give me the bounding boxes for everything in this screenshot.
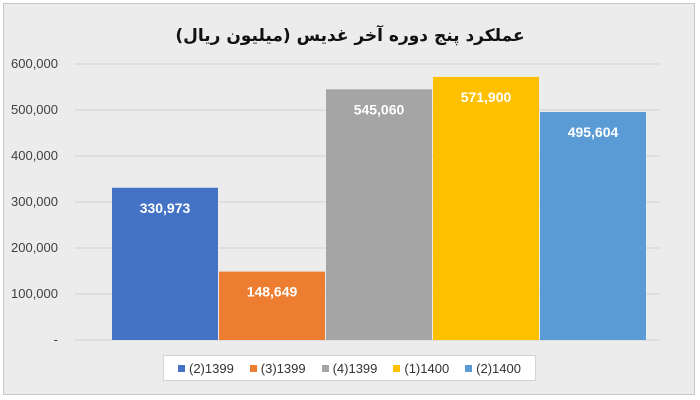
bar-data-label: 571,900 [461,89,512,105]
legend-label: (3)1399 [260,360,306,376]
bar-data-label: 545,060 [354,101,405,117]
legend-label: (1)1400 [404,360,450,376]
legend-swatch [393,364,401,372]
y-tick-label: 300,000 [11,194,58,209]
legend: (2)1399 (3)1399 (4)1399 (1)1400 (2)1400 [163,355,536,381]
legend-item: (2)1400 [465,361,521,376]
y-tick-label: 200,000 [11,240,58,255]
bar-(4)1399 [326,89,432,340]
legend-label: (2)1400 [476,360,521,376]
legend-label: (2)1399 [188,360,234,376]
bar-(2)1400 [540,112,646,341]
y-tick-label: 100,000 [11,286,58,301]
legend-swatch [321,364,329,372]
chart-title: عملکرد پنج دوره آخر غدیس (میلیون ریال) [175,26,525,46]
legend-swatch [177,364,185,372]
legend-item: (4)1399 [321,360,378,376]
bar-data-label: 330,973 [140,200,191,216]
legend-label: (4)1399 [332,360,378,376]
legend-swatch [249,364,257,372]
bar-(1)1400 [433,76,539,341]
bar-(3)1399 [219,271,325,340]
bar-data-label: 148,649 [247,284,298,300]
legend-item: (1)1400 [393,361,449,376]
y-tick-label: 500,000 [11,102,58,117]
legend-swatch [465,364,473,372]
y-tick-label: 600,000 [11,56,58,71]
y-tick-label: 400,000 [11,148,58,163]
legend-item: (3)1399 [249,360,306,376]
legend-item: (2)1399 [177,360,234,376]
bar-data-label: 495,604 [568,124,619,140]
bar-(2)1399 [112,187,218,340]
y-tick-label: - [54,332,58,347]
